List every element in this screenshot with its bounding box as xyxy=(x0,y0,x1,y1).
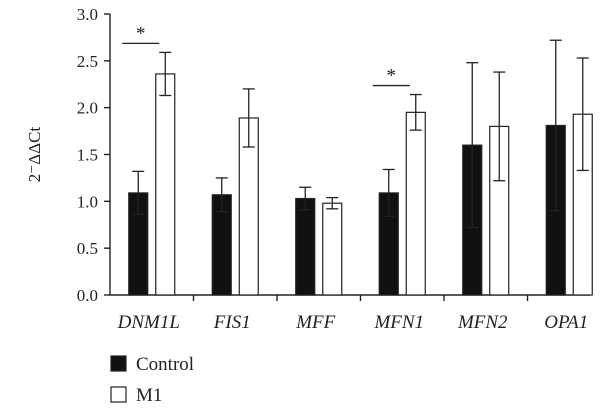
bar-m1-mfn1 xyxy=(405,111,426,296)
y-tick-label: 1.5 xyxy=(77,146,98,165)
x-category-label: FIS1 xyxy=(213,312,251,333)
x-category-label: MFN2 xyxy=(457,312,508,333)
y-tick-label: 2.0 xyxy=(77,99,98,118)
legend-swatch-control xyxy=(110,355,127,372)
y-tick-label: 0.0 xyxy=(77,286,98,305)
significance-star: * xyxy=(387,66,397,87)
x-category-label: MFN1 xyxy=(373,312,424,333)
labels: DNM1L * FIS1 MFF MFN1 * MFN2 OPA1 xyxy=(117,23,589,333)
bar-m1-mff xyxy=(322,202,343,296)
significance-star: * xyxy=(136,23,146,44)
axes: 0.0 0.5 1.0 1.5 2.0 2.5 3.0 2⁻ΔΔCt xyxy=(25,5,590,305)
x-category-label: OPA1 xyxy=(544,312,588,333)
y-tick-label: 0.5 xyxy=(77,239,98,258)
legend-label-control: Control xyxy=(136,354,194,375)
y-axis-title: 2⁻ΔΔCt xyxy=(25,127,44,183)
bar-m1-dnm1l xyxy=(155,73,176,296)
y-tick-label: 1.0 xyxy=(77,192,98,211)
legend-label-m1: M1 xyxy=(136,385,162,406)
x-category-label: DNM1L xyxy=(117,312,180,333)
y-tick-label: 2.5 xyxy=(77,52,98,71)
bars xyxy=(128,39,593,296)
x-category-label: MFF xyxy=(295,312,335,333)
legend-swatch-m1 xyxy=(110,386,127,403)
legend: Control M1 xyxy=(110,354,194,406)
y-tick-label: 3.0 xyxy=(77,5,98,24)
bar-control-mff xyxy=(295,197,316,296)
